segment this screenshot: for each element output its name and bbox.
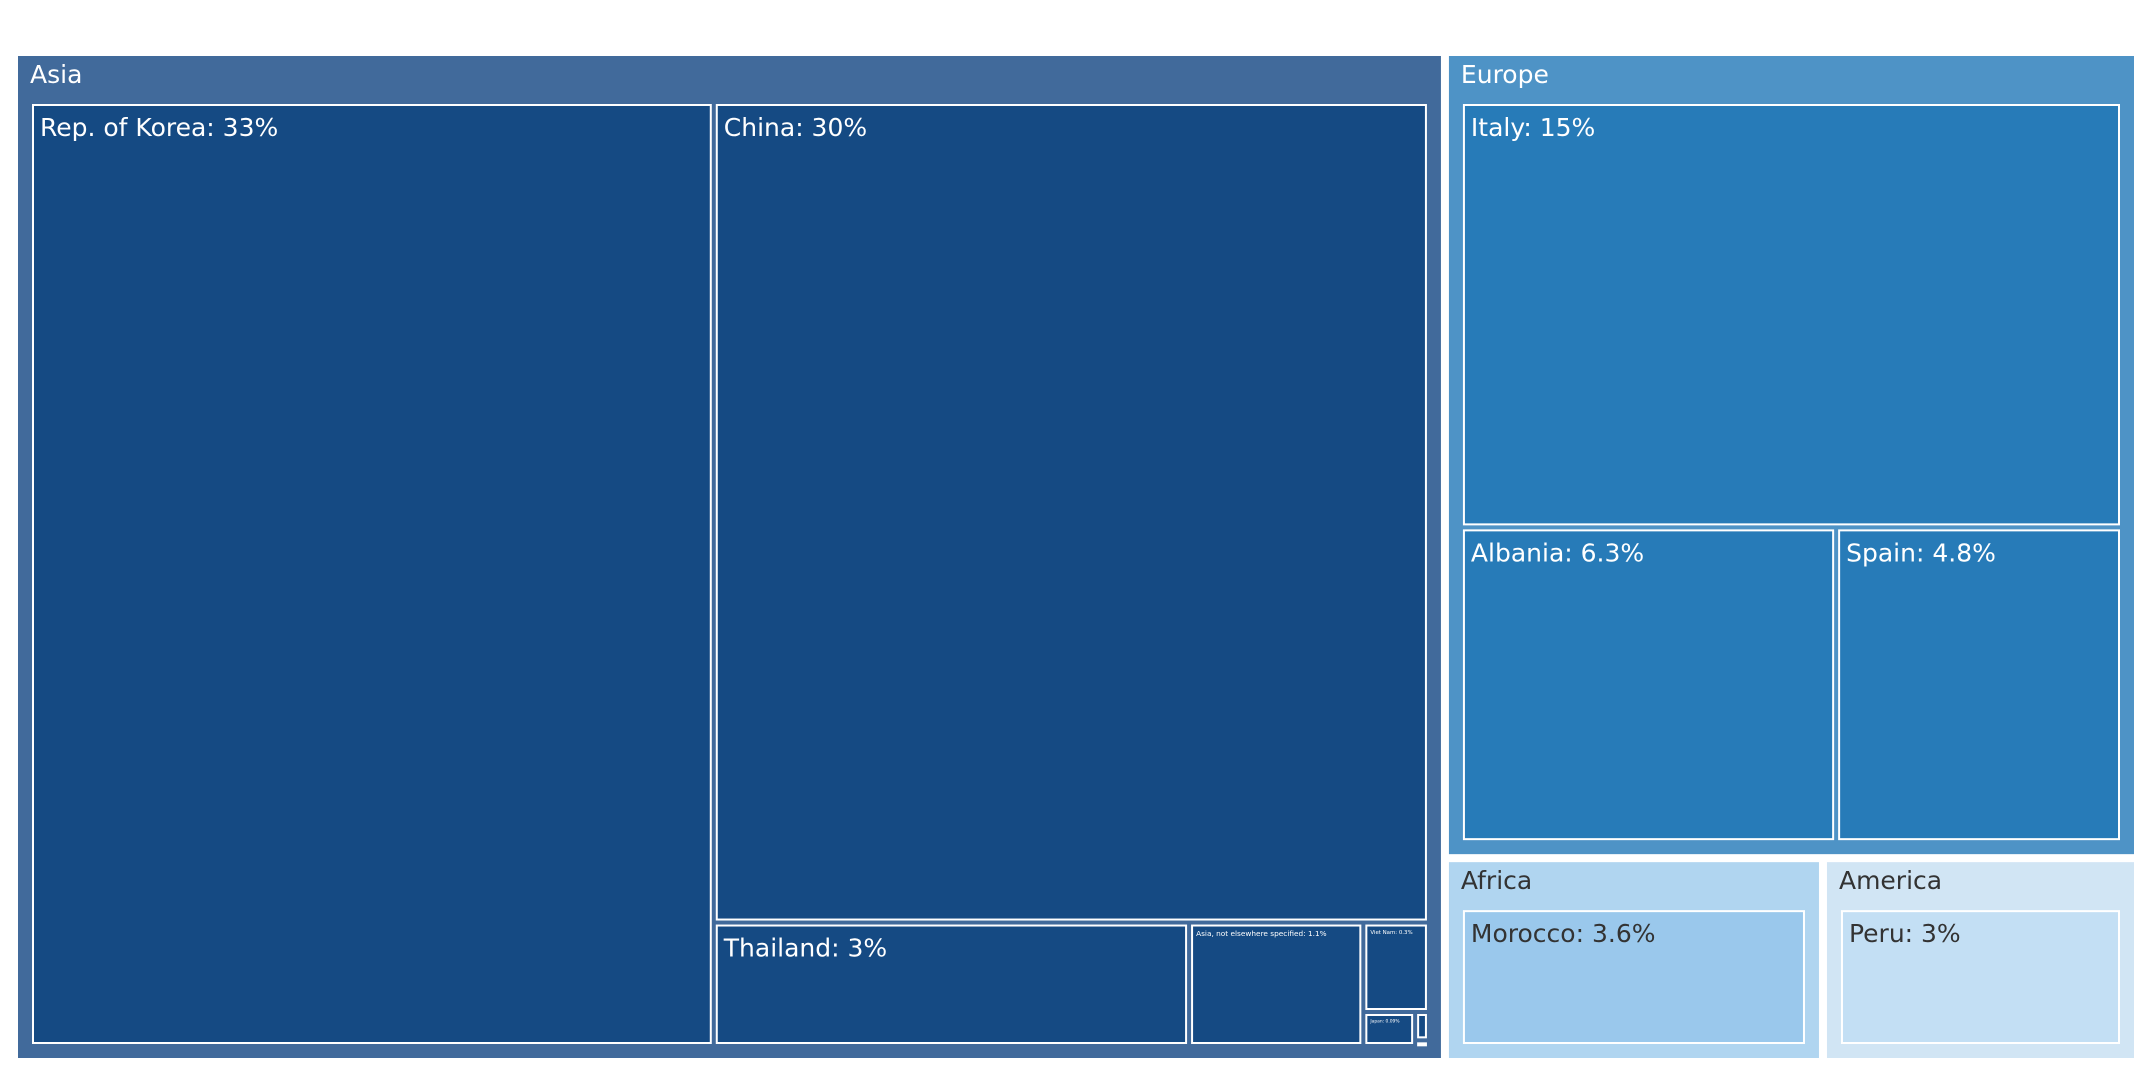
leaf-label-viet-nam: Viet Nam: 0.3% <box>1370 930 1412 936</box>
leaf-label-china: China: 30% <box>724 113 867 142</box>
leaf-rect-rep-of-korea[interactable] <box>32 104 712 1044</box>
leaf-label-spain: Spain: 4.8% <box>1846 538 1996 567</box>
group-label-europe: Europe <box>1461 60 1549 89</box>
leaf-label-italy: Italy: 15% <box>1471 113 1595 142</box>
leaf-rect-peru[interactable] <box>1840 910 2121 1044</box>
leaf-rect-viet-nam[interactable] <box>1365 924 1427 1011</box>
leaf-rect-asia-not-elsewhere-specified[interactable] <box>1191 924 1362 1045</box>
leaf-label-rep-of-korea: Rep. of Korea: 33% <box>40 113 278 142</box>
group-asia: Asia Rep. of Korea: 33% China: 30% Thailand… <box>18 56 1441 1058</box>
leaf-rect-other-asia-2[interactable] <box>1417 1042 1427 1047</box>
leaf-rect-italy[interactable] <box>1462 104 2120 526</box>
group-europe: Europe Italy: 15% Albania: 6.3% Spain: 4.8% <box>1448 56 2134 855</box>
group-africa: Africa Morocco: 3.6% <box>1448 862 1819 1058</box>
leaf-label-albania: Albania: 6.3% <box>1471 538 1644 567</box>
leaf-label-japan: Japan: 0.09% <box>1369 1018 1399 1024</box>
leaf-rect-albania[interactable] <box>1462 529 1835 841</box>
leaf-rect-japan[interactable] <box>1365 1014 1414 1044</box>
leaf-rect-spain[interactable] <box>1838 529 2121 841</box>
leaf-rect-other-asia-1[interactable] <box>1417 1014 1427 1039</box>
leaf-rect-china[interactable] <box>715 104 1427 921</box>
leaf-label-peru: Peru: 3% <box>1849 919 1961 948</box>
group-america: America Peru: 3% <box>1826 862 2134 1058</box>
group-label-africa: Africa <box>1461 866 1532 895</box>
leaf-label-thailand: Thailand: 3% <box>723 934 887 963</box>
leaf-rect-morocco[interactable] <box>1462 910 1805 1044</box>
leaf-label-morocco: Morocco: 3.6% <box>1471 919 1656 948</box>
leaf-label-asia-not-elsewhere-specified: Asia, not elsewhere specified: 1.1% <box>1196 929 1327 938</box>
group-label-asia: Asia <box>30 60 82 89</box>
group-label-america: America <box>1839 866 1942 895</box>
leaf-rect-thailand[interactable] <box>715 924 1188 1045</box>
